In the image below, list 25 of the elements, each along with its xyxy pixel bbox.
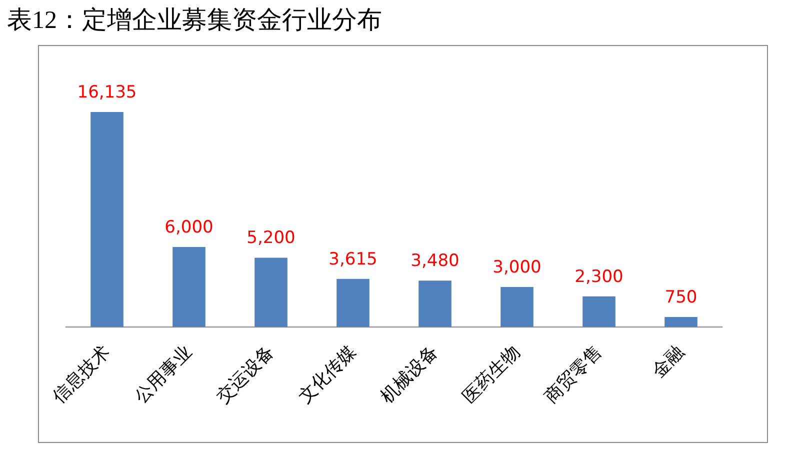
data-label: 6,000 (164, 218, 214, 238)
x-tick-label: 文化传媒 (294, 342, 360, 408)
bar (336, 278, 370, 327)
x-tick-label: 商贸零售 (540, 342, 606, 408)
bar (90, 112, 124, 327)
data-label: 750 (664, 288, 698, 308)
x-tick-label: 机械设备 (376, 342, 442, 408)
bar (664, 317, 698, 327)
x-tick-label: 金融 (648, 342, 688, 382)
data-label: 3,000 (492, 258, 542, 278)
bar (254, 258, 288, 327)
bar (500, 287, 534, 327)
data-label: 3,480 (410, 251, 460, 272)
data-label: 2,300 (574, 266, 624, 287)
data-label: 5,200 (246, 228, 296, 248)
x-tick-label: 医药生物 (458, 342, 524, 408)
data-label: 16,135 (77, 82, 137, 102)
bar (418, 280, 452, 327)
x-tick-label: 公用事业 (130, 342, 196, 408)
x-tick-label: 交运设备 (212, 342, 278, 408)
x-tick-label: 信息技术 (48, 342, 114, 408)
data-label: 3,615 (328, 249, 378, 270)
bar (172, 247, 206, 327)
bar (582, 296, 616, 327)
chart-title: 表12：定增企业募集资金行业分布 (7, 6, 382, 34)
